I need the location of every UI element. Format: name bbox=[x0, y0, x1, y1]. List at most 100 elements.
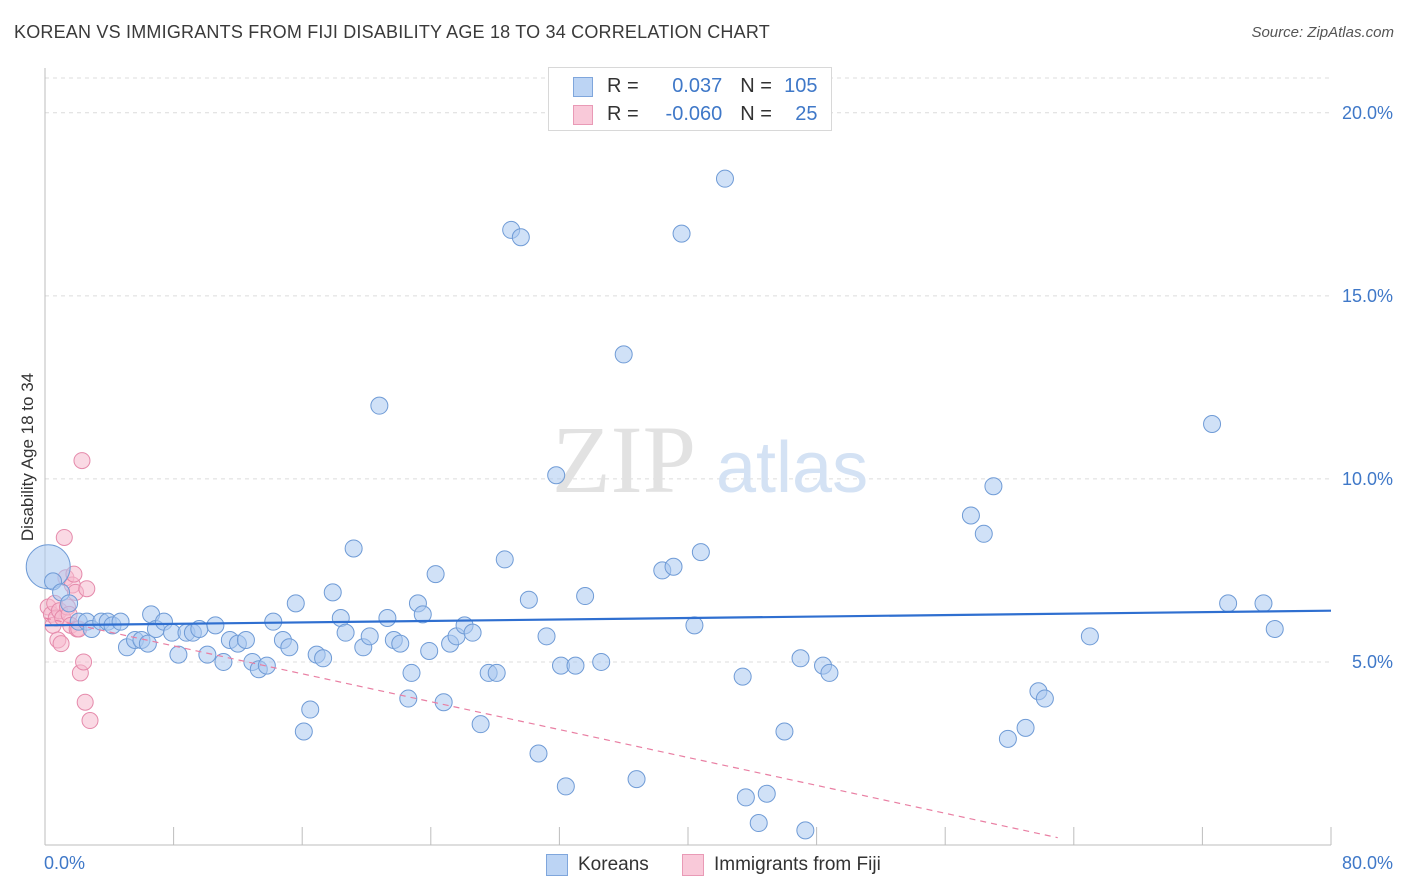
bottom-legend: Koreans Immigrants from Fiji bbox=[0, 852, 1406, 878]
legend-n-label: N = bbox=[740, 75, 778, 97]
legend-n-value: 105 bbox=[784, 75, 818, 97]
x-tick-label: 80.0% bbox=[1342, 853, 1393, 873]
korean-point bbox=[344, 539, 363, 558]
legend-r-label: R = bbox=[607, 75, 645, 97]
korean-point bbox=[736, 788, 755, 807]
watermark-zip: ZIP bbox=[552, 406, 696, 513]
axes bbox=[44, 68, 1332, 846]
watermark-atlas: atlas bbox=[716, 428, 868, 508]
trend-lines bbox=[44, 609, 1332, 839]
korean-point bbox=[519, 590, 538, 609]
korean-point bbox=[511, 228, 530, 247]
korean-point bbox=[1203, 414, 1222, 433]
fiji-label: Immigrants from Fiji bbox=[714, 854, 881, 875]
korean-point bbox=[301, 700, 320, 719]
chart-title: KOREAN VS IMMIGRANTS FROM FIJI DISABILIT… bbox=[14, 22, 770, 42]
y-tick-label: 20.0% bbox=[1342, 103, 1393, 123]
legend-r-value: 0.037 bbox=[672, 75, 723, 97]
fiji-point bbox=[52, 635, 70, 653]
bottom-legend-fiji: Immigrants from Fiji bbox=[682, 852, 881, 878]
korean-point bbox=[434, 693, 453, 712]
fiji-point bbox=[81, 712, 99, 730]
korean-point bbox=[378, 609, 397, 628]
korean-point bbox=[360, 627, 379, 646]
korean-point bbox=[614, 345, 633, 364]
stats-legend: R = 0.037 N = 105 R = -0.060 N = 25 bbox=[548, 67, 832, 131]
korean-point bbox=[691, 543, 710, 562]
korean-point bbox=[323, 583, 342, 602]
watermark: ZIP atlas bbox=[552, 406, 868, 513]
korean-point bbox=[775, 722, 794, 741]
korean-point bbox=[111, 612, 130, 631]
fiji-point bbox=[75, 653, 93, 671]
korean-point bbox=[370, 396, 389, 415]
korean-point bbox=[820, 663, 839, 682]
korean-point bbox=[547, 466, 566, 485]
fiji-point bbox=[76, 693, 94, 711]
korean-point bbox=[961, 506, 980, 525]
korean-point bbox=[998, 729, 1017, 748]
korean-point bbox=[733, 667, 752, 686]
korean-point bbox=[974, 524, 993, 543]
korean-point bbox=[198, 645, 217, 664]
source-note: Source: ZipAtlas.com bbox=[1251, 24, 1394, 41]
legend-row-koreans: R = 0.037 N = 105 bbox=[573, 72, 818, 100]
korean-point bbox=[1265, 619, 1284, 638]
korean-point bbox=[1254, 594, 1273, 613]
fiji-swatch bbox=[573, 104, 593, 125]
fiji-point bbox=[55, 528, 73, 546]
korean-point bbox=[402, 663, 421, 682]
korean-point bbox=[1080, 627, 1099, 646]
korean-point bbox=[391, 634, 410, 653]
legend-r-label: R = bbox=[607, 103, 645, 125]
tick-labels: 5.0% 10.0% 15.0% 20.0% 0.0% 80.0% bbox=[44, 103, 1393, 873]
korean-point bbox=[529, 744, 548, 763]
bottom-legend-koreans: Koreans bbox=[546, 852, 649, 878]
korean-point bbox=[286, 594, 305, 613]
korean-point bbox=[685, 616, 704, 635]
y-tick-label: 15.0% bbox=[1342, 286, 1393, 306]
korean-point bbox=[715, 169, 734, 188]
koreans-swatch bbox=[546, 853, 568, 876]
korean-point bbox=[1219, 594, 1238, 613]
koreans-label: Koreans bbox=[578, 854, 649, 875]
korean-point bbox=[537, 627, 556, 646]
y-tick-label: 10.0% bbox=[1342, 469, 1393, 489]
korean-point bbox=[280, 638, 299, 657]
korean-point bbox=[749, 814, 768, 833]
korean-point bbox=[576, 587, 595, 606]
legend-r-value: -0.060 bbox=[665, 103, 723, 125]
y-tick-label: 5.0% bbox=[1352, 652, 1393, 672]
fiji-point bbox=[78, 580, 96, 598]
korean-point bbox=[214, 652, 233, 671]
korean-point bbox=[664, 557, 683, 576]
korean-point bbox=[399, 689, 418, 708]
x-tick-label: 0.0% bbox=[44, 853, 85, 873]
korean-point bbox=[471, 715, 490, 734]
legend-n-value: 25 bbox=[795, 103, 818, 125]
korean-point bbox=[592, 652, 611, 671]
korean-point bbox=[984, 477, 1003, 496]
korean-point bbox=[556, 777, 575, 796]
korean-point bbox=[206, 616, 225, 635]
korean-point bbox=[796, 821, 815, 840]
korean-point bbox=[495, 550, 514, 569]
fiji-trend-line bbox=[44, 617, 1058, 839]
y-axis-label: Disability Age 18 to 34 bbox=[18, 373, 37, 541]
fiji-point bbox=[73, 452, 91, 470]
korean-point bbox=[487, 663, 506, 682]
korean-point bbox=[463, 623, 482, 642]
korean-point bbox=[757, 784, 776, 803]
korean-point bbox=[672, 224, 691, 243]
korean-point bbox=[257, 656, 276, 675]
korean-point bbox=[1016, 718, 1035, 737]
korean-point bbox=[420, 641, 439, 660]
korean-point bbox=[566, 656, 585, 675]
korean-point bbox=[236, 630, 255, 649]
korean-point bbox=[294, 722, 313, 741]
gridlines bbox=[45, 77, 1331, 663]
korean-point bbox=[627, 770, 646, 789]
korean-trend-line bbox=[44, 609, 1332, 627]
fiji-swatch bbox=[682, 853, 704, 876]
